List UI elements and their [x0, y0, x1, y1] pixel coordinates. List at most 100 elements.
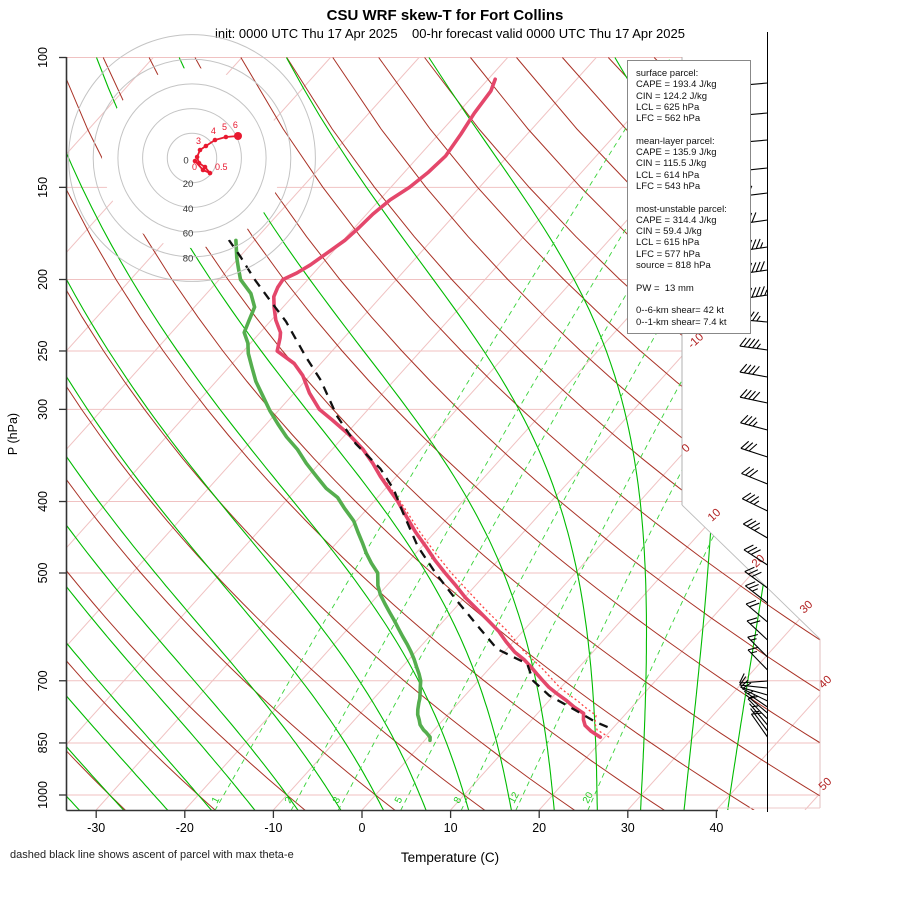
hodograph-trace-point [202, 164, 208, 170]
wind-barb [745, 581, 768, 604]
mixing-ratio-label: 3 [331, 795, 344, 805]
hodograph-height-label: 0 [192, 162, 197, 172]
hodograph-inset: 0 20 40 60 80 0 0.5 34 5 6 [68, 34, 316, 282]
page-title: CSU WRF skew-T for Fort Collins [326, 7, 564, 24]
pressure-tick-label: 850 [36, 732, 50, 753]
wind-barb [740, 679, 768, 696]
wind-barb [750, 708, 768, 732]
mixing-ratio-label: 8 [452, 795, 465, 805]
temp-tick-label: -10 [264, 821, 282, 835]
info-line: mean-layer parcel: [636, 135, 715, 147]
wind-barb [743, 544, 768, 566]
hodograph-ring [142, 108, 242, 208]
info-line: CAPE = 135.9 J/kg [636, 147, 717, 159]
temp-tick-label: 40 [709, 821, 723, 835]
wind-barb [743, 690, 768, 708]
info-line: 0--6-km shear= 42 kt [636, 305, 724, 317]
info-line: most-unstable parcel: [636, 203, 727, 215]
info-line: LFC = 543 hPa [636, 180, 701, 192]
mixing-ratio-label: 1 [210, 795, 223, 805]
hodograph-trace-point [203, 143, 209, 149]
init-valid-subtitle: init: 0000 UTC Thu 17 Apr 2025 00-hr for… [215, 26, 685, 41]
info-line: surface parcel: [636, 68, 699, 79]
temp-tick-label: -20 [176, 821, 194, 835]
wind-barb [744, 566, 768, 589]
pressure-tick-label: 1000 [36, 781, 50, 809]
mixing-ratio-labels: 1 2 3 5 8 12 20 [210, 790, 596, 805]
hodograph-height-label: 3 [196, 136, 201, 146]
hodograph-height-label: 5 [222, 122, 227, 132]
mixing-ratio-label: 20 [581, 790, 596, 805]
info-line: LFC = 562 hPa [636, 113, 701, 125]
info-line: 0--1-km shear= 7.4 kt [636, 316, 727, 328]
y-axis-label: P (hPa) [6, 413, 20, 455]
hodograph-height-label: 0.5 [215, 162, 228, 172]
pressure-tick-label: 100 [36, 47, 50, 68]
hodograph-trace-point [194, 154, 200, 160]
temp-tick-label: 20 [532, 821, 546, 835]
temperature-curve [271, 77, 603, 740]
info-line [636, 124, 750, 135]
wind-barb [746, 617, 768, 641]
wind-barb [739, 673, 768, 684]
temp-tick-label: 30 [621, 821, 635, 835]
x-axis-label: Temperature (C) [400, 850, 500, 865]
pressure-tick-label: 500 [36, 563, 50, 584]
parcel-info-box: surface parcel: CAPE = 193.4 J/kg CIN = 12… [627, 60, 751, 334]
sounding-curves [136, 77, 610, 743]
hodograph-height-label: 4 [211, 126, 216, 136]
info-line: CIN = 59.4 J/kg [636, 226, 702, 238]
info-line: source = 818 hPa [636, 260, 711, 272]
temp-tick-label: 10 [444, 821, 458, 835]
wind-barb [743, 518, 768, 539]
wind-barb [741, 492, 768, 512]
info-line: CIN = 115.5 J/kg [636, 158, 707, 170]
wind-barb [740, 414, 768, 431]
wind-barb [741, 466, 768, 485]
hodograph-trace-point [207, 170, 213, 176]
wind-barb [747, 695, 768, 720]
pressure-tick-label: 400 [36, 491, 50, 512]
hodograph-backdrop [102, 68, 282, 248]
pressure-tick-label: 150 [36, 177, 50, 198]
parcel-ascent-curve [136, 84, 609, 729]
isotherm-label: 10 [706, 507, 724, 525]
wind-barb [740, 440, 768, 458]
wind-barb [739, 337, 768, 351]
hodograph-ring [68, 34, 316, 282]
pressure-tick-label: 700 [36, 670, 50, 691]
temp-tick-label: -30 [87, 821, 105, 835]
parcel-footnote: dashed black line shows ascent of parcel… [10, 849, 294, 861]
dewpoint-curve [234, 238, 432, 743]
hodograph-ring-label: 20 [183, 179, 194, 190]
info-line: LCL = 625 hPa [636, 101, 700, 113]
info-line [636, 192, 750, 203]
hodograph-ring [166, 132, 218, 184]
hodograph-height-label: 6 [233, 120, 238, 130]
info-line: LCL = 615 hPa [636, 237, 700, 249]
info-line [636, 294, 750, 305]
hodograph-ring-label: 80 [183, 253, 194, 264]
info-line: CIN = 124.2 J/kg [636, 90, 708, 102]
pressure-tick-label: 200 [36, 269, 50, 290]
info-line: CAPE = 193.4 J/kg [636, 79, 717, 91]
wind-barb [747, 646, 768, 671]
hodograph-ring-label: 60 [183, 229, 194, 240]
isotherm-label: -10 [686, 331, 706, 351]
hodograph-ring-label: 40 [183, 204, 194, 215]
moist-adiabat-lines [67, 57, 810, 810]
hodograph-trace-point [212, 137, 218, 143]
info-line: PW = 13 mm [636, 282, 694, 294]
wind-barb [749, 703, 768, 726]
hodograph-ring [117, 83, 267, 233]
info-line: LFC = 577 hPa [636, 248, 701, 260]
mixing-ratio-label: 12 [507, 790, 522, 805]
info-line: CAPE = 314.4 J/kg [636, 214, 717, 226]
isotherm-label: 50 [817, 776, 835, 794]
mixing-ratio-label: 5 [393, 795, 406, 805]
hodograph-ring [92, 58, 292, 258]
hodograph-trace-point [192, 158, 198, 164]
